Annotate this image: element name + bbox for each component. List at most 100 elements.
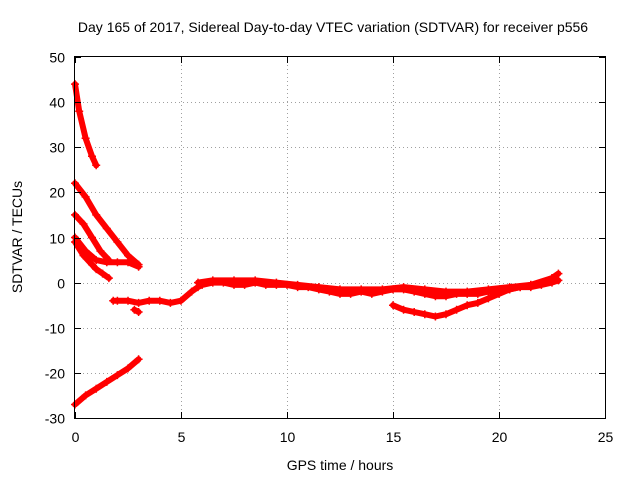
y-tick-label: -30 [45,411,65,427]
data-point [251,276,260,285]
y-tick-label: 20 [49,185,65,201]
data-point [104,274,113,283]
grid-lines [75,57,605,418]
data-point [166,298,175,307]
data-point [431,312,440,321]
data-point [124,296,132,305]
data-point [134,262,143,271]
data-point [92,265,101,274]
data-point [452,305,461,314]
data-point [537,278,546,287]
series-track-b [71,179,143,269]
data-point [88,260,96,269]
data-point [92,256,101,265]
data-point [208,276,217,285]
data-point [130,305,139,314]
data-point [463,301,472,310]
data-point [378,285,387,294]
data-point [187,287,196,296]
y-tick-label: 30 [49,140,65,156]
y-tick-label: 40 [49,95,65,111]
x-tick-label: 25 [598,429,614,445]
data-point [134,298,143,307]
data-point [113,296,122,305]
data-point [554,269,563,278]
data-point [442,310,450,319]
data-point [484,294,493,303]
data-point [420,310,429,319]
series-short-segment [130,305,143,316]
data-point [124,364,132,373]
data-point [102,224,111,233]
data-point [113,238,122,246]
x-tick-label: 20 [492,429,508,445]
y-tick-label: -20 [45,366,65,382]
y-tick-label: 0 [57,276,65,292]
data-point [505,285,514,294]
series-late-trace [389,269,563,321]
x-tick-label: 10 [280,429,296,445]
data-point [81,192,90,201]
data-point [357,285,366,294]
y-tick-label: 50 [49,50,65,66]
data-point [81,391,90,400]
data-point [293,280,302,289]
x-tick-label: 15 [386,429,402,445]
data-point [548,274,556,283]
data-point [526,280,535,289]
data-point [194,278,202,287]
series-track-a [71,80,101,170]
data-point [399,305,408,314]
plot-frame [74,56,606,419]
data-point [92,210,101,219]
data-point [145,296,154,305]
data-point [134,355,143,364]
y-axis-title: SDTVAR / TECUs [9,181,25,293]
x-tick-label: 5 [178,429,186,445]
data-series [71,80,563,409]
data-point [399,283,408,292]
data-point [92,161,101,170]
data-point [314,283,323,292]
y-tick-label: 10 [49,231,65,247]
axis-ticks: 0 5 10 15 20 25 -30 -20 -10 0 10 20 30 40 50 [45,50,614,446]
data-point [484,285,493,294]
y-tick-label: -10 [45,321,65,337]
data-point [96,247,105,255]
data-point [177,296,185,305]
data-point [102,377,111,386]
data-point [516,283,525,292]
data-point [79,251,88,260]
data-point [410,308,419,316]
data-point [113,258,122,267]
data-point [124,258,132,267]
data-point [230,276,238,285]
data-point [134,308,143,316]
data-point [420,285,429,294]
data-point [92,384,101,393]
data-point [155,296,164,305]
data-point [463,287,472,296]
data-point [102,258,111,267]
series-track-f [71,355,143,409]
data-point [442,287,450,296]
data-point [272,278,281,287]
data-point [554,276,563,285]
x-tick-label: 0 [72,429,80,445]
data-point [336,285,344,294]
data-point [79,220,88,228]
data-point [81,134,90,143]
chart-title: Day 165 of 2017, Sidereal Day-to-day VTE… [78,19,588,35]
data-point [495,289,503,298]
data-point [124,251,132,260]
data-point [389,301,397,310]
series-line [72,81,100,169]
data-point [113,371,122,380]
data-point [431,292,440,301]
data-point [75,107,84,116]
data-point [473,298,482,307]
data-point [88,233,96,242]
x-axis-title: GPS time / hours [287,457,394,473]
data-point [98,269,107,278]
